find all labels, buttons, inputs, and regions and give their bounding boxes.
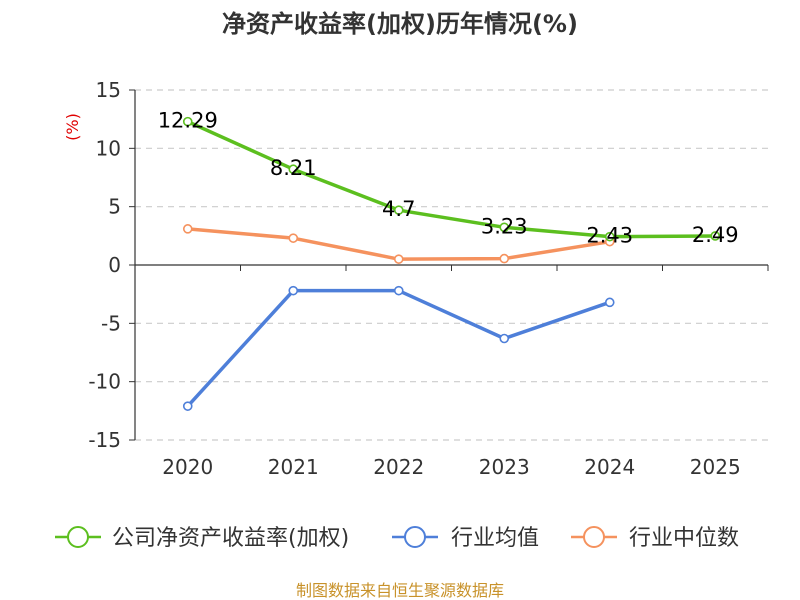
legend-label-2: 行业中位数 xyxy=(629,526,739,551)
data-point-s0-2023 xyxy=(499,222,510,233)
y-tick-label: -10 xyxy=(88,370,121,394)
data-point-s2-2022 xyxy=(393,254,404,264)
legend: 公司净资产收益率(加权) 行业均值 行业中位数 xyxy=(55,526,739,551)
legend-marker-0 xyxy=(67,526,89,548)
data-point-s0-2021 xyxy=(288,164,299,175)
data-point-s2-2021 xyxy=(288,233,299,243)
y-tick-label: 15 xyxy=(96,78,121,102)
data-point-s1-2020 xyxy=(182,401,193,411)
x-tick-label-2023: 2023 xyxy=(479,455,530,479)
data-label-layer: 12.29 8.21 4.7 3.23 2.43 2.49 xyxy=(158,109,739,248)
data-label-2021: 8.21 xyxy=(270,156,317,180)
y-tick-label: 5 xyxy=(108,195,121,219)
data-point-s1-2023 xyxy=(499,333,510,344)
x-tick-label-2024: 2024 xyxy=(584,455,635,479)
data-point-s1-2021 xyxy=(288,285,299,296)
x-tick-label-2025: 2025 xyxy=(690,455,741,479)
legend-label-0: 公司净资产收益率(加权) xyxy=(112,526,349,551)
x-tick-label-2021: 2021 xyxy=(268,455,319,479)
legend-label-1: 行业均值 xyxy=(451,526,539,551)
series-line-0 xyxy=(186,119,717,239)
series-line-1 xyxy=(186,288,612,408)
y-axis-unit: (%) xyxy=(63,113,82,141)
data-label-2022: 4.7 xyxy=(382,197,415,221)
data-label-2020: 12.29 xyxy=(158,109,218,133)
legend-marker-1 xyxy=(404,526,426,548)
axis-layer: 15 10 5 0 -5 -10 -15 2020 2021 2022 2023 2024 2025 xyxy=(88,78,769,479)
y-tick-label: 10 xyxy=(96,136,121,160)
data-label-2024: 2.43 xyxy=(586,224,633,248)
data-label-2025: 2.49 xyxy=(692,223,739,247)
y-tick-label: -5 xyxy=(101,311,121,335)
data-point-s2-2023 xyxy=(499,253,510,264)
data-point-s0-2025 xyxy=(710,231,721,241)
data-point-s1-2022 xyxy=(393,285,404,296)
data-point-s2-2020 xyxy=(182,224,193,234)
data-point-s0-2024 xyxy=(604,231,615,242)
chart-title: 净资产收益率(加权)历年情况(%) xyxy=(222,10,578,38)
x-tick-label-2022: 2022 xyxy=(373,455,424,479)
data-point-s0-2020 xyxy=(182,116,193,127)
series-layer xyxy=(182,116,721,411)
data-point-s0-2022 xyxy=(393,205,404,215)
data-point-s1-2024 xyxy=(604,297,615,308)
legend-marker-2 xyxy=(583,526,605,548)
y-tick-label: -15 xyxy=(88,428,121,452)
x-tick-label-2020: 2020 xyxy=(162,455,213,479)
y-tick-label: 0 xyxy=(108,253,121,277)
data-label-2023: 3.23 xyxy=(481,214,528,238)
source-note: 制图数据来自恒生聚源数据库 xyxy=(296,581,504,600)
